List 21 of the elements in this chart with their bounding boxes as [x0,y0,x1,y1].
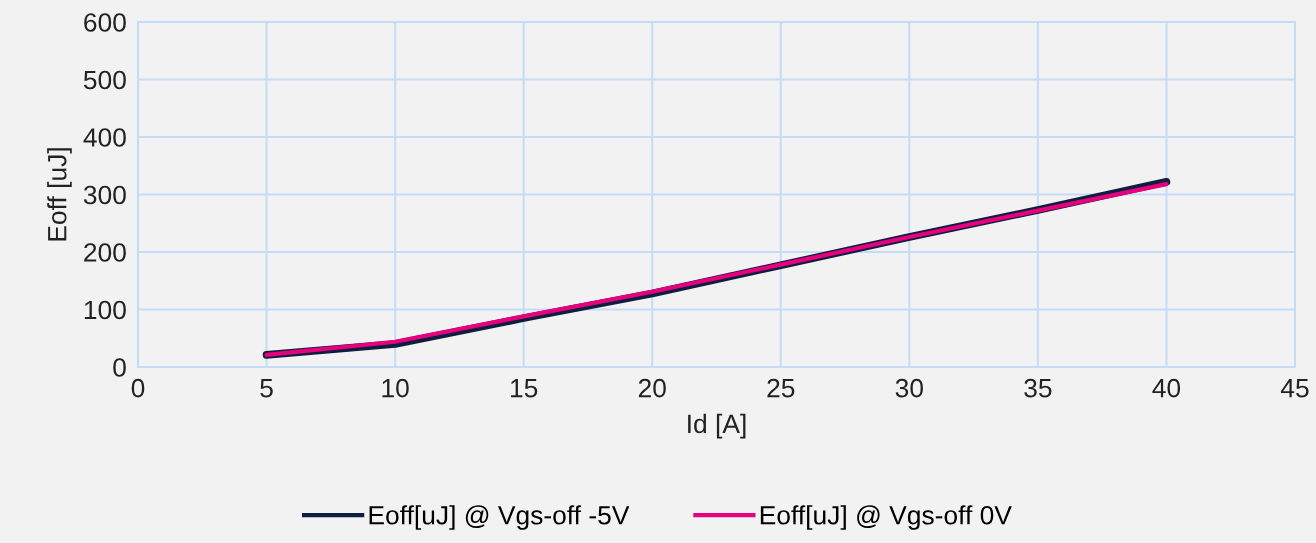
x-tick-label: 0 [131,378,145,398]
y-tick-label: 600 [84,13,126,32]
x-tick-label: 30 [895,378,923,398]
y-tick-label: 500 [83,70,126,90]
x-tick-label: 40 [1152,378,1181,398]
legend-label: Eoff[uJ] @ Vgs-off 0V [760,505,1012,530]
x-tick-label: 25 [767,378,795,398]
x-tick-label: 45 [1280,379,1309,398]
x-tick-label: 5 [260,379,273,398]
x-tick-label: 10 [382,378,409,398]
x-tick-label: 35 [1024,378,1052,398]
x-tick-label: 20 [638,378,666,398]
y-tick-label: 100 [84,300,126,320]
legend-label: Eoff[uJ] @ Vgs-off -5V [369,505,630,530]
y-tick-label: 200 [84,243,126,262]
y-tick-label: 300 [83,185,126,205]
x-axis-title: Id [A] [688,413,746,439]
x-tick-label: 15 [511,379,538,398]
y-axis-title: Eoff [uJ] [47,148,72,241]
y-tick-label: 0 [113,358,126,377]
y-tick-label: 400 [83,128,126,147]
